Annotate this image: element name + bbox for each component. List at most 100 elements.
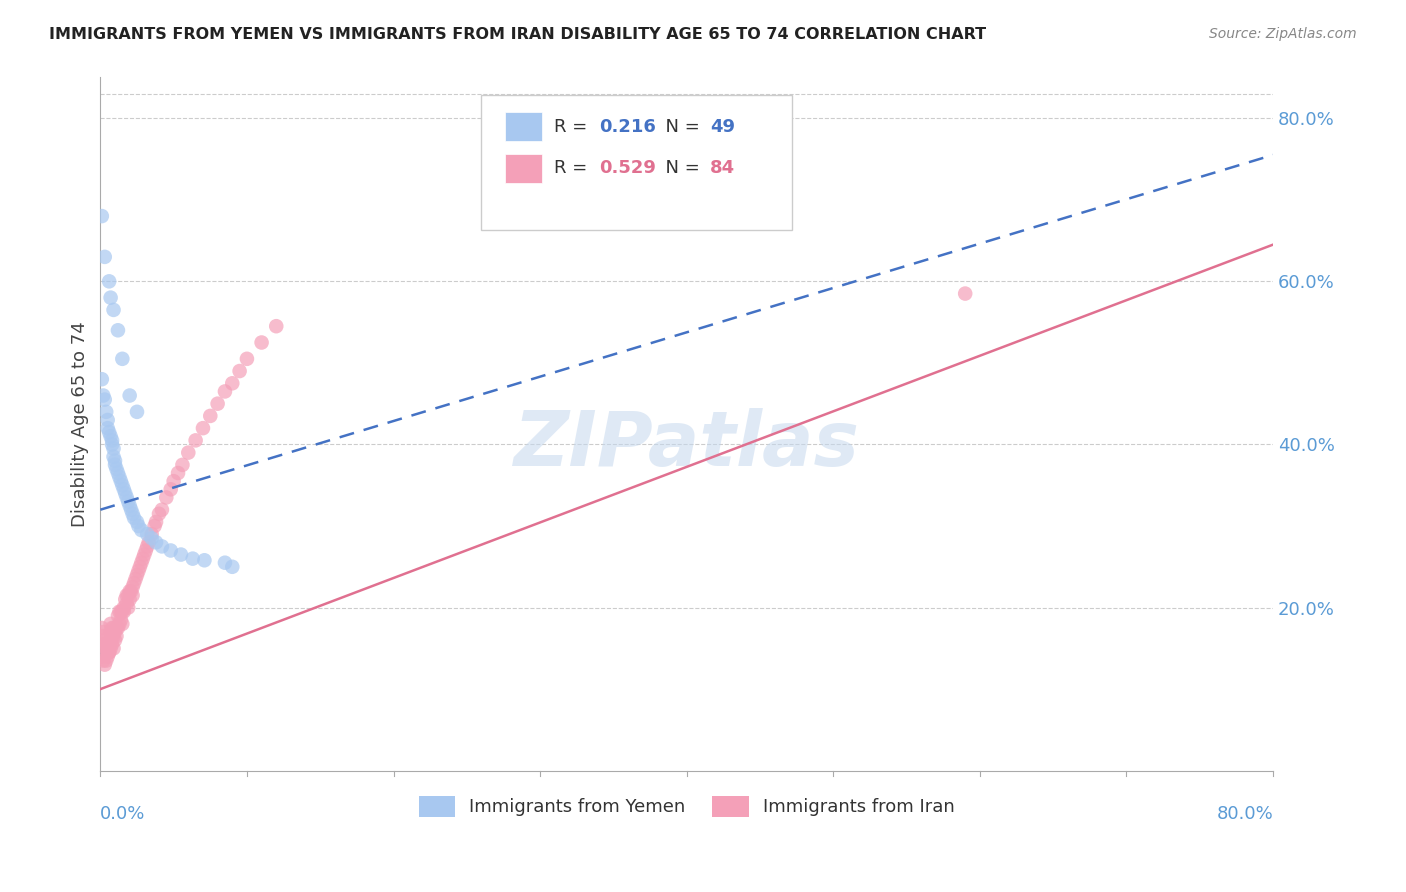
- Point: [214, 384, 236, 399]
- Point: [172, 458, 194, 472]
- Point: [120, 584, 142, 599]
- Point: [221, 376, 243, 391]
- Point: [108, 616, 131, 631]
- Point: [114, 592, 136, 607]
- FancyBboxPatch shape: [505, 153, 543, 183]
- Point: [104, 454, 127, 468]
- Point: [90, 621, 112, 635]
- Point: [159, 483, 181, 497]
- Point: [94, 637, 117, 651]
- Point: [100, 429, 122, 443]
- Point: [122, 576, 145, 591]
- Point: [100, 633, 122, 648]
- Point: [90, 209, 112, 223]
- Point: [150, 540, 173, 554]
- Point: [104, 458, 127, 472]
- Legend: Immigrants from Yemen, Immigrants from Iran: Immigrants from Yemen, Immigrants from I…: [412, 789, 962, 824]
- Point: [98, 274, 121, 288]
- Point: [100, 616, 122, 631]
- Point: [118, 499, 141, 513]
- Point: [145, 515, 167, 529]
- Point: [150, 502, 173, 516]
- Point: [98, 645, 121, 659]
- Point: [112, 483, 135, 497]
- Point: [228, 364, 250, 378]
- Point: [117, 494, 139, 508]
- Point: [101, 637, 124, 651]
- Point: [98, 641, 121, 656]
- Text: 84: 84: [710, 160, 735, 178]
- Point: [131, 523, 153, 537]
- Point: [121, 588, 143, 602]
- Text: 49: 49: [710, 118, 735, 136]
- Point: [94, 392, 117, 407]
- Point: [98, 425, 121, 440]
- Text: N =: N =: [654, 118, 706, 136]
- Point: [96, 637, 118, 651]
- Point: [97, 645, 120, 659]
- Point: [132, 551, 155, 566]
- Point: [103, 302, 125, 317]
- Point: [97, 421, 120, 435]
- Text: N =: N =: [654, 160, 706, 178]
- FancyBboxPatch shape: [505, 112, 543, 141]
- Point: [114, 486, 136, 500]
- Point: [104, 625, 127, 640]
- Point: [108, 605, 131, 619]
- Point: [112, 600, 135, 615]
- Point: [90, 649, 112, 664]
- Point: [103, 442, 125, 456]
- Point: [125, 515, 148, 529]
- Point: [177, 445, 200, 459]
- Point: [111, 478, 134, 492]
- Point: [91, 629, 114, 643]
- Text: 0.529: 0.529: [599, 160, 655, 178]
- Point: [103, 450, 125, 464]
- Text: 80.0%: 80.0%: [1216, 805, 1272, 823]
- Text: R =: R =: [554, 160, 593, 178]
- Point: [124, 572, 146, 586]
- Point: [104, 633, 127, 648]
- Point: [94, 250, 117, 264]
- Point: [105, 462, 128, 476]
- Point: [111, 616, 134, 631]
- Point: [112, 605, 135, 619]
- Point: [96, 641, 118, 656]
- Point: [117, 600, 139, 615]
- Point: [159, 543, 181, 558]
- Point: [107, 466, 129, 480]
- Point: [105, 629, 128, 643]
- Point: [214, 556, 236, 570]
- Point: [105, 621, 128, 635]
- Point: [121, 507, 143, 521]
- Point: [191, 421, 214, 435]
- Text: IMMIGRANTS FROM YEMEN VS IMMIGRANTS FROM IRAN DISABILITY AGE 65 TO 74 CORRELATIO: IMMIGRANTS FROM YEMEN VS IMMIGRANTS FROM…: [49, 27, 987, 42]
- Point: [118, 592, 141, 607]
- Point: [96, 654, 118, 668]
- Point: [135, 543, 157, 558]
- Point: [125, 568, 148, 582]
- Point: [97, 413, 120, 427]
- Point: [94, 657, 117, 672]
- Point: [96, 405, 118, 419]
- Point: [264, 319, 287, 334]
- Point: [118, 584, 141, 599]
- Point: [91, 625, 114, 640]
- Point: [100, 291, 122, 305]
- Point: [107, 621, 129, 635]
- Point: [155, 491, 177, 505]
- Point: [107, 608, 129, 623]
- Point: [120, 502, 142, 516]
- Text: 0.216: 0.216: [599, 118, 655, 136]
- Point: [167, 466, 190, 480]
- Point: [101, 437, 124, 451]
- Point: [97, 649, 120, 664]
- Point: [103, 641, 125, 656]
- Point: [117, 588, 139, 602]
- Text: ZIPatlas: ZIPatlas: [513, 408, 859, 482]
- Text: Source: ZipAtlas.com: Source: ZipAtlas.com: [1209, 27, 1357, 41]
- Point: [127, 564, 149, 578]
- Point: [108, 470, 131, 484]
- Text: R =: R =: [554, 118, 593, 136]
- Point: [136, 527, 159, 541]
